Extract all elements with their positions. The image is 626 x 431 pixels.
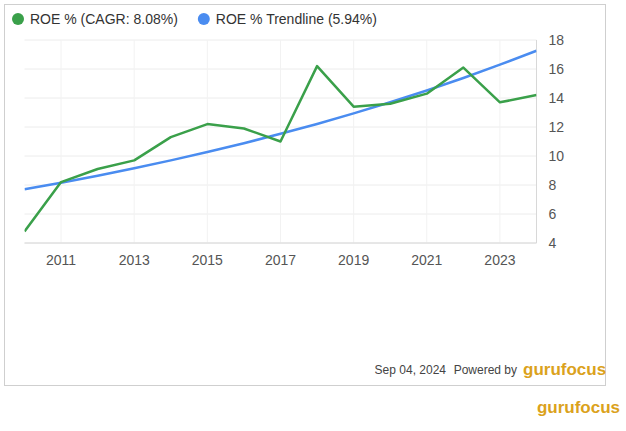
x-tick-label: 2023 <box>484 252 515 268</box>
x-tick-label: 2015 <box>192 252 223 268</box>
y-tick-label: 12 <box>549 119 565 135</box>
x-tick-label: 2013 <box>119 252 150 268</box>
grid-line <box>353 40 354 243</box>
y-tick-label: 10 <box>549 148 565 164</box>
footer-date: Sep 04, 2024 <box>375 363 447 377</box>
footer-powered: Powered by <box>454 363 517 377</box>
watermark: gurufocus <box>537 398 620 417</box>
grid-line <box>499 40 500 243</box>
x-tick-label: 2019 <box>338 252 369 268</box>
grid-line <box>134 40 135 243</box>
y-tick-label: 4 <box>549 235 557 251</box>
footer-logo: gurufocus <box>523 360 606 379</box>
y-tick-label: 16 <box>549 61 565 77</box>
legend-marker <box>12 13 24 25</box>
grid-line <box>25 243 537 244</box>
x-tick-label: 2011 <box>46 252 76 268</box>
x-tick-label: 2017 <box>265 252 296 268</box>
plot-area <box>25 51 537 232</box>
chart: 4 6 8 10 12 14 16 18 2011 2013 2015 2017 2019 2021 202… <box>0 0 626 431</box>
grid-line <box>426 40 427 243</box>
frame <box>5 5 606 386</box>
y-tick-label: 8 <box>549 177 557 193</box>
legend-marker <box>198 13 210 25</box>
y-axis <box>536 40 537 243</box>
series-line <box>25 66 537 231</box>
y-tick-label: 18 <box>549 32 565 48</box>
x-axis <box>25 243 537 244</box>
y-tick-label: 6 <box>549 206 557 222</box>
x-tick-label: 2021 <box>411 252 442 268</box>
grid-line <box>207 40 208 243</box>
legend-label: ROE % (CAGR: 8.08%) <box>30 11 178 27</box>
legend-label: ROE % Trendline (5.94%) <box>216 11 377 27</box>
grid-line <box>61 40 62 243</box>
y-tick-label: 14 <box>549 90 565 106</box>
